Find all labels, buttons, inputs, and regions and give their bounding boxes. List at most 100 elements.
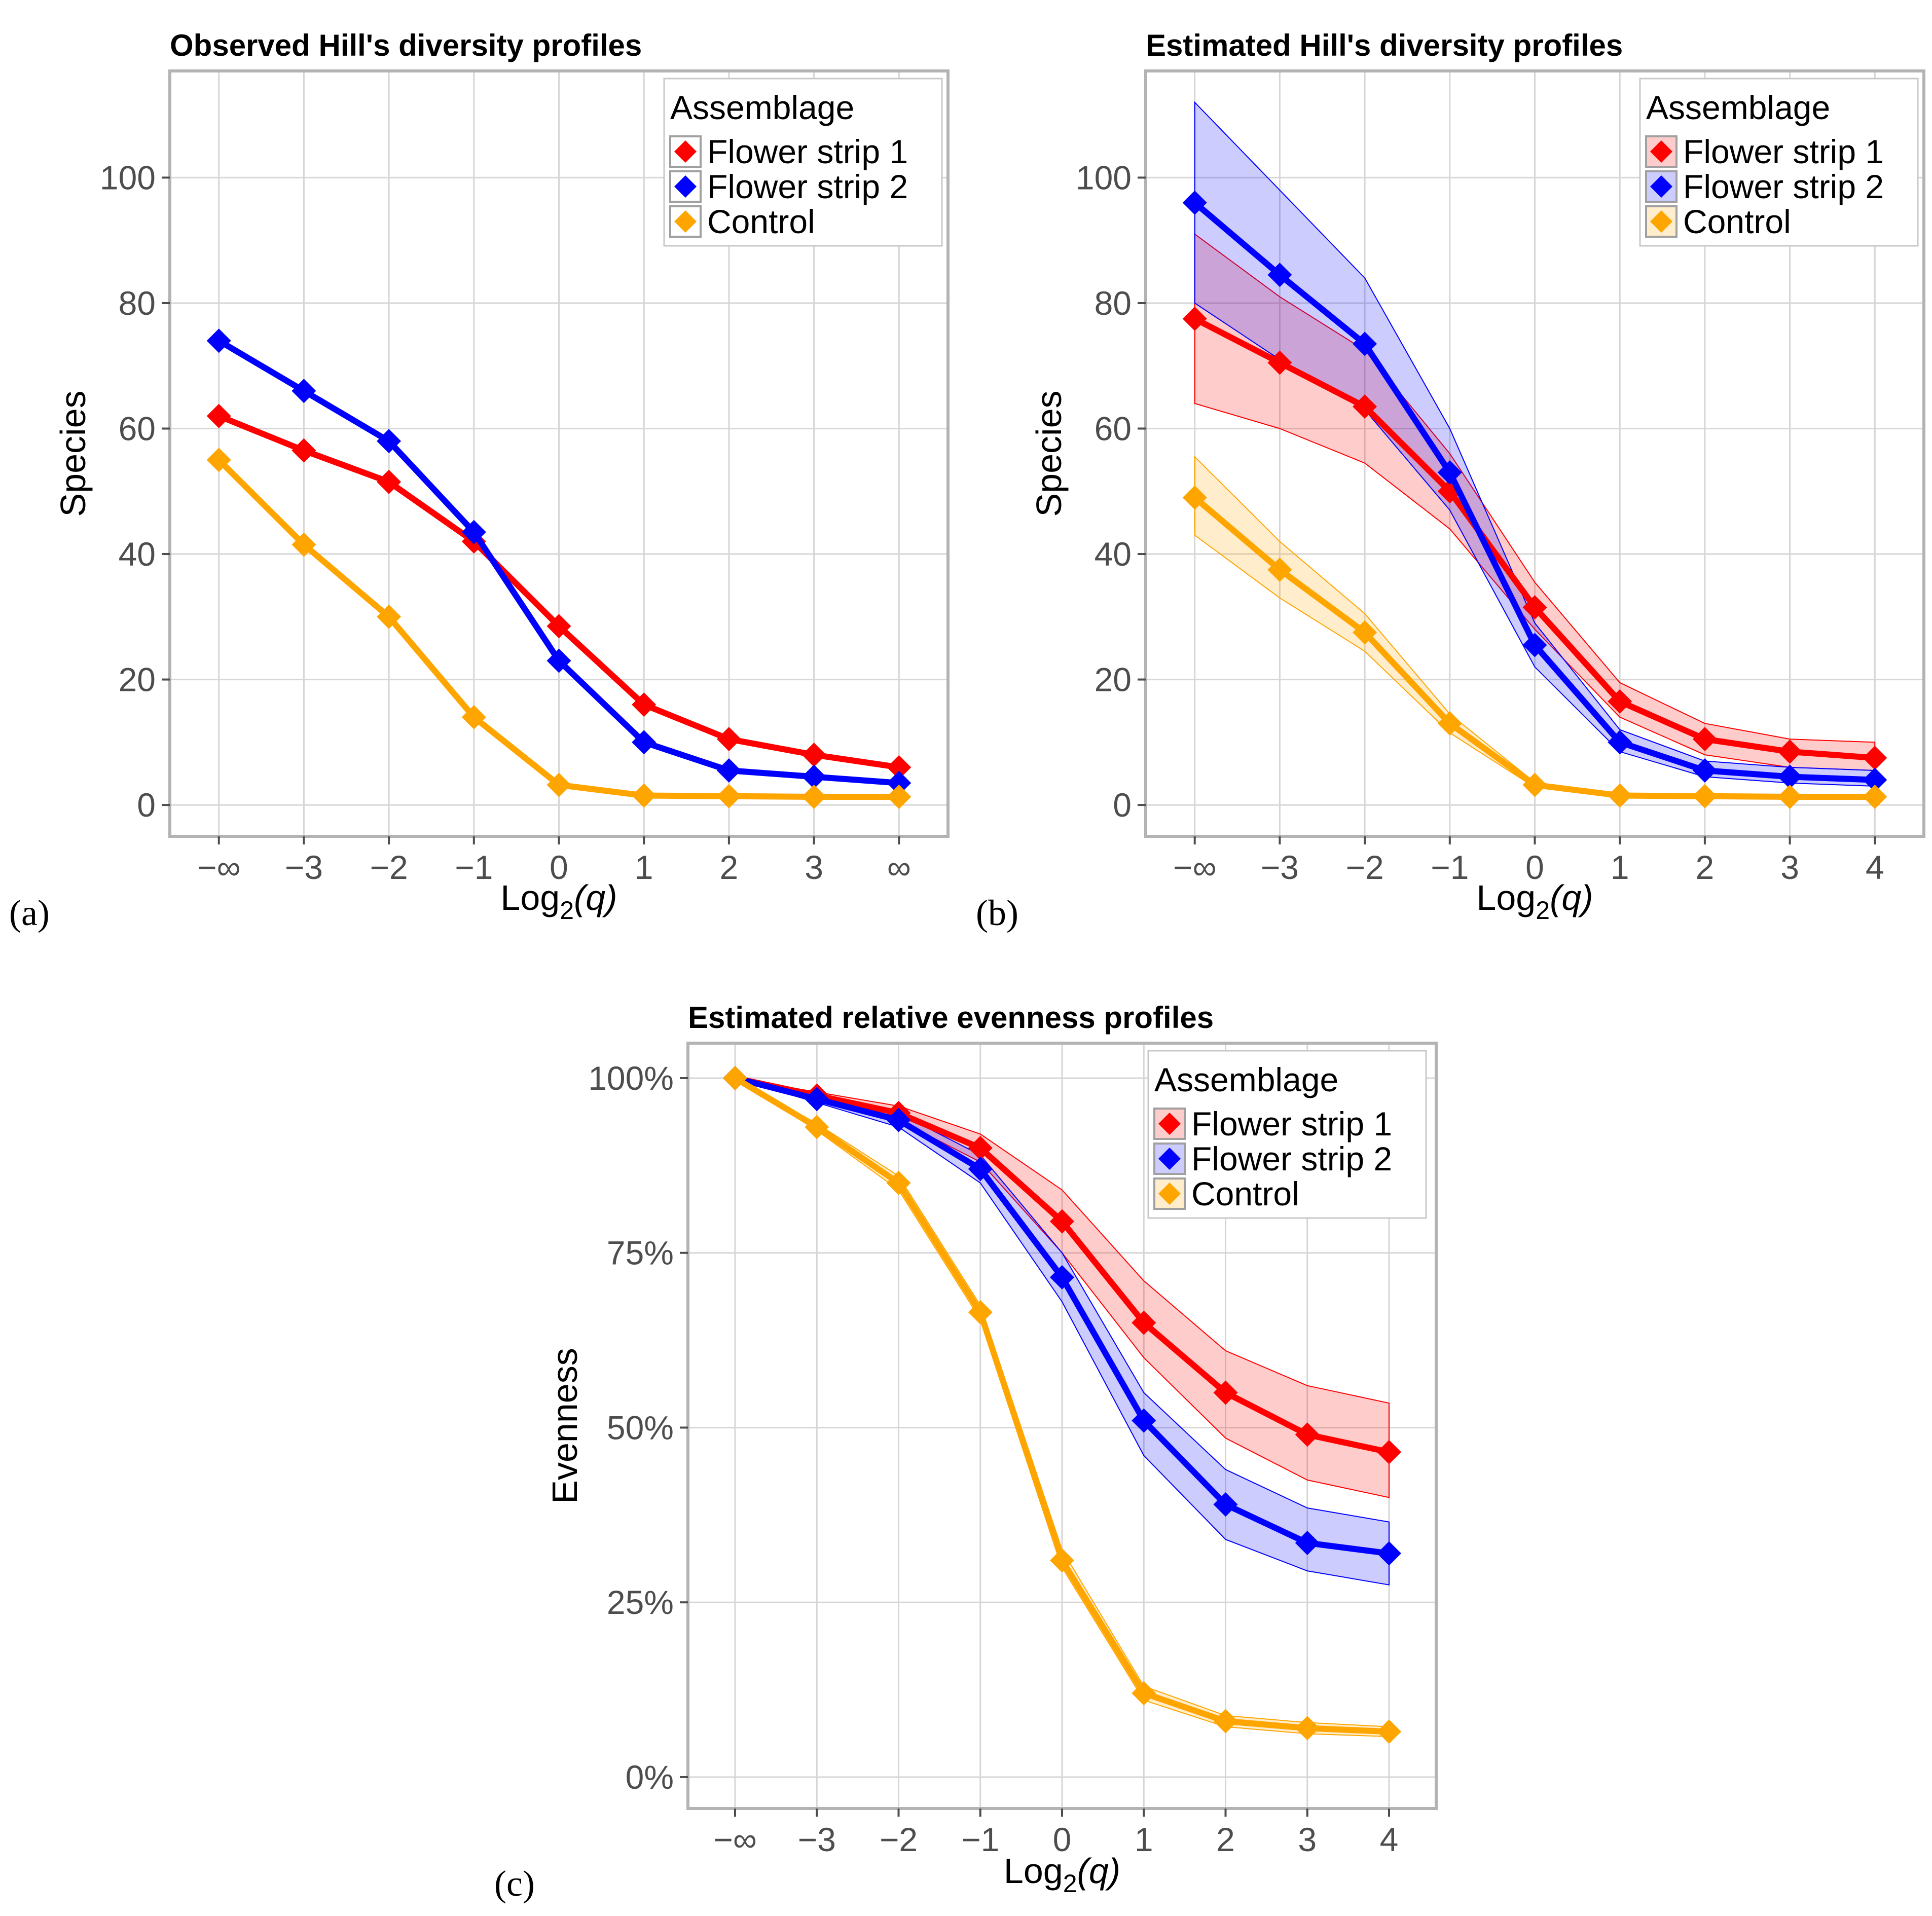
data-point: [1377, 1719, 1402, 1744]
panel-c: 0% 25% 50% 75% 100% −∞ −3 −2 −1 0 1 2 3 4 Estimated re…: [494, 1001, 1438, 1904]
data-point: [1863, 785, 1887, 809]
legend-label: Flower strip 1: [1191, 1105, 1392, 1143]
data-point: [546, 772, 571, 797]
data-point: [377, 469, 402, 494]
data-point: [716, 727, 741, 752]
y-tick-label: 100: [1076, 159, 1132, 196]
data-point: [801, 785, 826, 809]
y-axis-title: Species: [53, 390, 93, 517]
data-point: [722, 1065, 747, 1090]
x-axis-title-argument: (q): [1550, 878, 1593, 917]
data-point: [1608, 730, 1632, 755]
data-point: [1522, 772, 1547, 797]
legend-marker: [1158, 1113, 1181, 1135]
y-axis-title: Species: [1029, 390, 1069, 517]
data-point: [1267, 557, 1292, 582]
chart-title: Estimated Hill's diversity profiles: [1146, 28, 1623, 62]
panel-label: (a): [9, 893, 50, 933]
data-point: [968, 1157, 993, 1182]
legend-marker: [1158, 1148, 1181, 1170]
data-point: [1692, 727, 1717, 752]
x-tick-label: −1: [455, 849, 493, 886]
data-point: [1182, 306, 1207, 331]
y-tick-label: 0%: [626, 1758, 674, 1796]
y-tick-label: 40: [1095, 535, 1132, 573]
y-tick-label: 100%: [588, 1059, 674, 1097]
data-point: [1777, 739, 1802, 764]
data-point: [632, 730, 657, 755]
y-tick-label: 50%: [607, 1409, 674, 1446]
data-point: [887, 770, 912, 795]
data-point: [1267, 350, 1292, 375]
x-axis-title-main: Log: [500, 878, 560, 917]
data-point: [1213, 1380, 1238, 1405]
data-point: [1050, 1209, 1074, 1234]
legend-marker: [1158, 1183, 1181, 1205]
x-tick-label: 2: [1216, 1821, 1235, 1858]
data-point: [206, 328, 231, 353]
data-point: [377, 429, 402, 454]
data-point: [461, 520, 486, 544]
data-point: [1267, 263, 1292, 287]
x-tick-label: 0: [550, 849, 568, 886]
legend-marker: [1650, 140, 1672, 163]
y-tick-label: 25%: [607, 1583, 674, 1621]
x-tick-label: −∞: [713, 1821, 757, 1858]
y-tick-label: 0: [137, 786, 156, 824]
data-point: [1132, 1408, 1156, 1433]
data-point: [886, 1108, 911, 1132]
legend-label: Flower strip 2: [1191, 1140, 1392, 1177]
y-tick-label: 75%: [607, 1234, 674, 1272]
legend-label: Control: [707, 203, 815, 240]
data-point: [801, 764, 826, 789]
data-point: [291, 379, 316, 403]
legend-marker: [1650, 210, 1672, 233]
x-tick-label: −3: [1261, 849, 1299, 886]
data-point: [887, 785, 912, 809]
data-point: [1182, 190, 1207, 215]
x-tick-label: 0: [1525, 849, 1544, 886]
x-axis-title-argument: (q): [574, 878, 617, 917]
x-tick-label: −1: [961, 1821, 999, 1858]
x-axis-title-subscript: 2: [1063, 1869, 1077, 1898]
data-point: [206, 448, 231, 472]
x-tick-label: −3: [798, 1821, 836, 1858]
data-point: [377, 604, 402, 629]
data-point: [1050, 1265, 1074, 1289]
x-axis-title-main: Log: [1004, 1851, 1063, 1891]
data-point: [1692, 784, 1717, 808]
data-point: [716, 758, 741, 783]
y-tick-label: 80: [119, 284, 156, 322]
chart-title: Estimated relative evenness profiles: [688, 1001, 1214, 1035]
y-tick-label: 20: [119, 661, 156, 698]
x-tick-label: 1: [1611, 849, 1629, 886]
legend-marker: [674, 140, 697, 163]
x-axis-title: Log2(q): [1476, 878, 1593, 925]
data-point: [1437, 711, 1462, 736]
x-tick-label: 0: [1053, 1821, 1072, 1858]
data-point: [1692, 758, 1717, 783]
data-point: [716, 784, 741, 808]
data-point: [1777, 764, 1802, 789]
legend-label: Flower strip 2: [707, 168, 908, 205]
data-point: [291, 438, 316, 463]
data-point: [886, 1170, 911, 1195]
legend-box: [1147, 1050, 1427, 1219]
data-point: [291, 532, 316, 557]
y-tick-label: 0: [1113, 786, 1132, 824]
y-tick-label: 60: [119, 410, 156, 447]
x-tick-label: −2: [370, 849, 408, 886]
x-axis-title-main: Log: [1476, 878, 1536, 917]
legend-marker: [674, 210, 697, 233]
y-tick-label: 80: [1095, 284, 1132, 322]
data-point: [1295, 1422, 1320, 1447]
data-point: [632, 692, 657, 717]
data-point: [1295, 1716, 1320, 1741]
panel-b: 0 20 40 60 80 100 −∞ −3 −2 −1 0 1 2 3 4 Estimated Hill'…: [976, 28, 1925, 933]
data-point: [805, 1087, 829, 1112]
x-tick-label: −∞: [197, 849, 241, 886]
x-tick-label: −3: [285, 849, 323, 886]
y-axis-title: Evenness: [545, 1348, 585, 1503]
